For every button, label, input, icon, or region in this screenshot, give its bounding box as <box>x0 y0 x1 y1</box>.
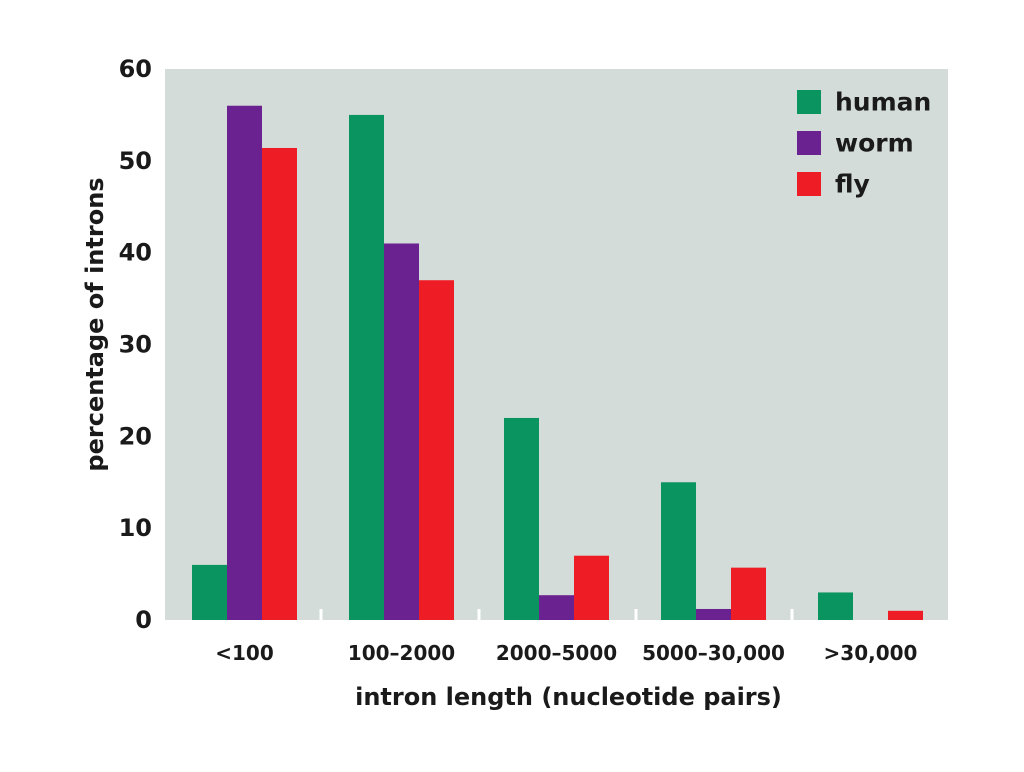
x-category-label: >30,000 <box>824 641 918 665</box>
x-axis-categories: <100 100–2000 2000–5000 5000–30,000 >30,000 <box>215 641 917 665</box>
legend-label-fly: fly <box>835 170 870 199</box>
y-axis-ticks: 0 10 20 30 40 50 60 <box>119 55 152 634</box>
x-category-label: 5000–30,000 <box>642 641 785 665</box>
legend-swatch-worm <box>797 131 821 155</box>
bar-worm-100-2000 <box>384 243 419 620</box>
x-axis-title: intron length (nucleotide pairs) <box>355 683 782 711</box>
y-axis-title: percentage of introns <box>81 177 109 471</box>
bar-worm-5000-30-000 <box>696 608 731 620</box>
y-tick-label-10: 10 <box>119 514 152 542</box>
legend: human worm fly <box>797 88 931 199</box>
bar-fly-100-2000 <box>419 280 454 620</box>
legend-label-human: human <box>835 88 931 117</box>
bar-human-5000-30-000 <box>661 482 696 620</box>
bar-worm-100 <box>227 105 262 620</box>
y-tick-label-0: 0 <box>135 606 152 634</box>
y-tick-label-20: 20 <box>119 422 152 450</box>
x-category-label: 100–2000 <box>348 641 455 665</box>
bar-fly-2000-5000 <box>574 555 609 620</box>
legend-swatch-human <box>797 90 821 114</box>
bar-human-100 <box>192 564 227 620</box>
x-category-label: <100 <box>215 641 274 665</box>
legend-label-worm: worm <box>835 129 914 158</box>
legend-swatch-fly <box>797 172 821 196</box>
y-tick-label-60: 60 <box>119 55 152 83</box>
bar-human-30-000 <box>818 592 853 620</box>
bar-worm-2000-5000 <box>539 595 574 620</box>
y-tick-label-40: 40 <box>119 239 152 267</box>
y-tick-label-30: 30 <box>119 331 152 359</box>
x-category-label: 2000–5000 <box>496 641 617 665</box>
bar-fly-5000-30-000 <box>731 567 766 620</box>
bar-human-2000-5000 <box>504 417 539 620</box>
bars-layer <box>192 105 923 621</box>
y-tick-label-50: 50 <box>119 147 152 175</box>
bar-fly-100 <box>262 147 297 620</box>
bar-human-100-2000 <box>349 114 384 621</box>
bar-fly-30-000 <box>888 610 923 620</box>
category-separators <box>319 609 794 620</box>
